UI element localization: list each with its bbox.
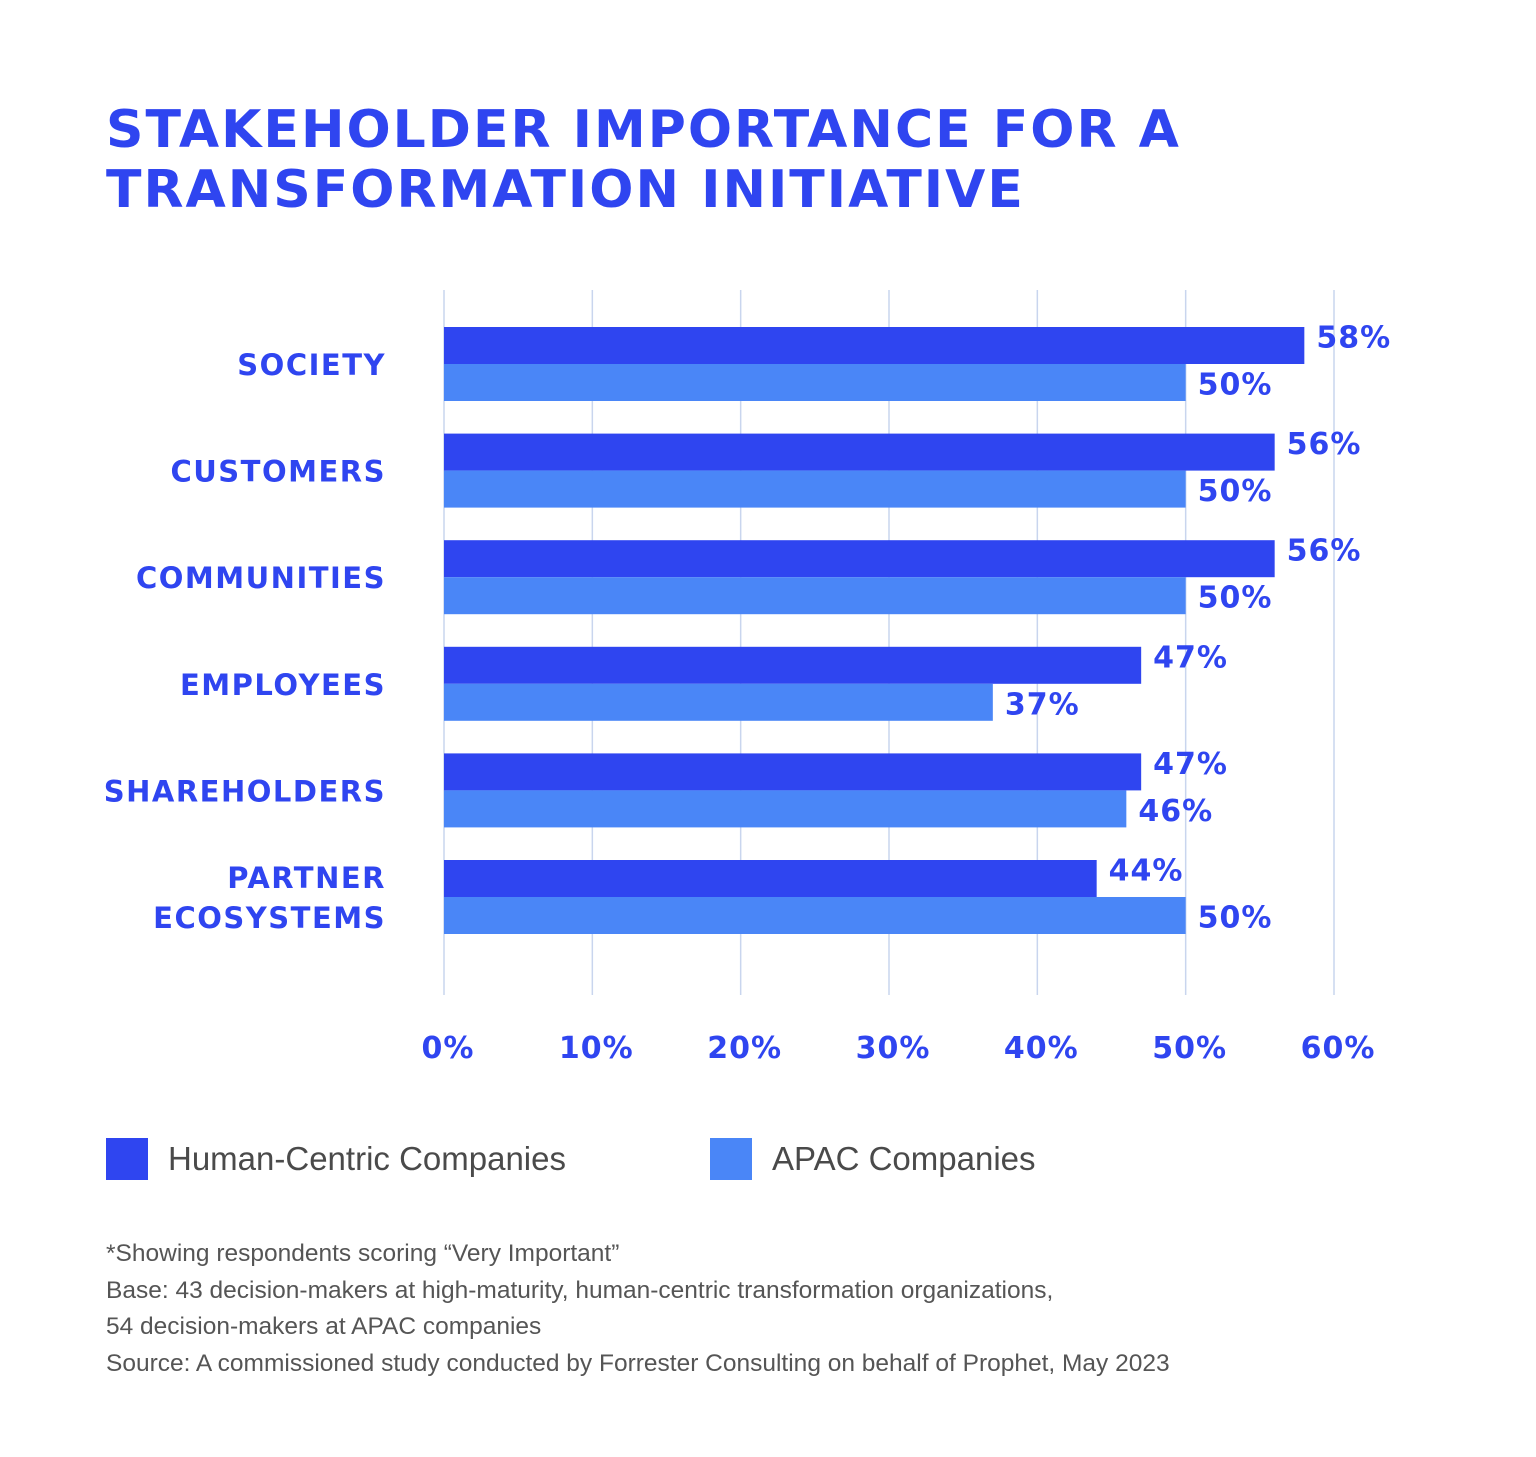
data-label: 37% — [1005, 687, 1080, 722]
footnote-very-important: *Showing respondents scoring “Very Impor… — [106, 1240, 620, 1267]
bar — [444, 897, 1186, 934]
data-label: 50% — [1198, 901, 1273, 936]
x-tick-label: 50% — [1152, 1031, 1227, 1066]
data-label: 58% — [1316, 321, 1391, 356]
footnotes: *Showing respondents scoring “Very Impor… — [106, 1236, 1406, 1382]
x-tick-label: 30% — [856, 1031, 931, 1066]
bar — [444, 540, 1275, 578]
bar — [444, 470, 1186, 508]
chart-title: STAKEHOLDER IMPORTANCE FOR A TRANSFORMAT… — [106, 100, 1406, 220]
chart-title-line-1: STAKEHOLDER IMPORTANCE FOR A — [106, 100, 1181, 160]
data-label: 47% — [1153, 640, 1228, 675]
legend: Human-Centric Companies APAC Companies — [106, 1136, 1306, 1186]
bar — [444, 860, 1097, 897]
category-label: EMPLOYEES — [180, 668, 386, 702]
legend-item-human-centric: Human-Centric Companies — [106, 1136, 566, 1182]
category-label: SHAREHOLDERS — [104, 774, 386, 808]
bar — [444, 646, 1142, 684]
legend-label-apac: APAC Companies — [772, 1140, 1036, 1177]
category-label: CUSTOMERS — [170, 455, 386, 489]
footnote-source: Source: A commissioned study conducted b… — [106, 1349, 1170, 1377]
bar — [444, 433, 1275, 471]
legend-swatch-apac — [710, 1138, 752, 1180]
category-label: COMMUNITIES — [136, 561, 386, 595]
data-label: 46% — [1138, 794, 1213, 829]
x-tick-label: 0% — [422, 1031, 475, 1066]
data-label: 44% — [1109, 854, 1184, 889]
bar — [444, 577, 1186, 615]
bar — [444, 790, 1127, 828]
x-tick-label: 20% — [707, 1031, 782, 1066]
bar-chart: 0% 10% 20% 30% 40% 50% 60% 58% 50% SOCIETY 56% 50% C… — [104, 290, 1391, 1066]
footnote-base-line-2: 54 decision-makers at APAC companies — [106, 1313, 542, 1340]
data-label: 50% — [1198, 581, 1273, 616]
bar — [444, 753, 1142, 791]
legend-label-human-centric: Human-Centric Companies — [168, 1140, 566, 1177]
data-label: 47% — [1153, 747, 1228, 782]
data-label: 50% — [1198, 474, 1273, 509]
category-label: SOCIETY — [237, 348, 386, 382]
legend-item-apac: APAC Companies — [710, 1136, 1036, 1182]
data-label: 56% — [1287, 427, 1362, 462]
x-tick-label: 40% — [1004, 1031, 1079, 1066]
bar — [444, 683, 993, 721]
category-label: PARTNER — [227, 861, 386, 895]
legend-swatch-human-centric — [106, 1138, 148, 1180]
data-label: 56% — [1287, 534, 1362, 569]
chart-title-line-2: TRANSFORMATION INITIATIVE — [106, 160, 1025, 220]
footnote-base-line-1: Base: 43 decision-makers at high-maturit… — [106, 1276, 1054, 1304]
category-label: ECOSYSTEMS — [153, 901, 386, 935]
x-tick-label: 10% — [559, 1031, 634, 1066]
bar — [444, 364, 1186, 401]
x-tick-label: 60% — [1301, 1031, 1376, 1066]
bar — [444, 327, 1305, 364]
data-label: 50% — [1198, 368, 1273, 403]
